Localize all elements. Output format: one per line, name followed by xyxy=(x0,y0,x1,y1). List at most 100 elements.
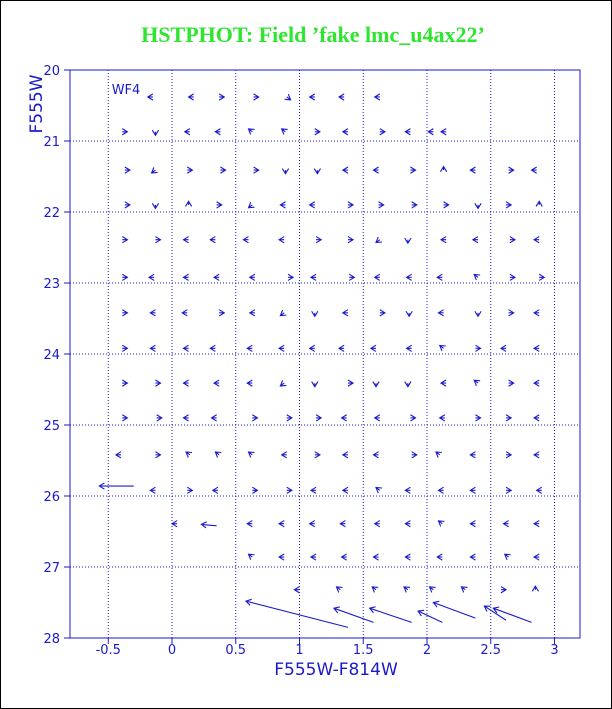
arrow xyxy=(538,273,546,281)
arrow xyxy=(471,236,479,244)
arrow xyxy=(280,451,288,459)
arrow xyxy=(278,344,285,352)
arrow xyxy=(150,167,158,174)
arrow xyxy=(246,379,253,387)
arrow xyxy=(483,605,507,621)
arrow xyxy=(214,451,222,458)
arrow xyxy=(247,553,255,560)
arrow xyxy=(121,273,129,281)
arrow xyxy=(427,128,434,136)
arrow xyxy=(121,128,129,136)
arrow xyxy=(533,236,540,244)
arrow xyxy=(436,273,443,281)
arrow xyxy=(475,414,482,422)
arrow xyxy=(436,553,443,561)
arrow xyxy=(533,344,540,352)
arrow xyxy=(341,486,349,494)
arrow xyxy=(252,486,259,494)
arrow xyxy=(313,168,321,175)
arrow xyxy=(469,451,476,459)
arrow xyxy=(216,201,223,209)
arrow xyxy=(248,309,256,317)
arrow xyxy=(287,273,295,281)
arrow xyxy=(469,166,476,174)
arrow xyxy=(533,309,540,317)
arrow xyxy=(347,201,355,209)
arrow xyxy=(437,486,444,494)
arrow xyxy=(309,553,317,561)
arrow xyxy=(505,486,513,494)
arrow xyxy=(373,273,381,281)
arrow xyxy=(218,93,226,101)
arrow xyxy=(347,379,355,387)
arrow xyxy=(474,203,482,210)
arrow xyxy=(247,128,255,135)
arrow xyxy=(404,553,411,561)
arrow xyxy=(311,310,319,318)
x-tick-label: 3 xyxy=(550,643,558,658)
arrow xyxy=(375,486,383,494)
arrow xyxy=(508,166,515,174)
y-tick-label: 23 xyxy=(43,277,60,292)
arrow xyxy=(214,128,221,136)
arrow xyxy=(469,520,476,528)
arrow xyxy=(314,128,321,136)
arrow xyxy=(405,310,413,318)
y-tick-label: 27 xyxy=(43,561,60,576)
arrow xyxy=(186,166,194,174)
arrow xyxy=(372,451,379,459)
arrow xyxy=(220,166,227,174)
arrow xyxy=(121,344,129,352)
arrow xyxy=(124,201,131,209)
arrow xyxy=(308,344,316,352)
arrow xyxy=(371,586,379,593)
arrow xyxy=(278,236,285,244)
arrow xyxy=(339,520,346,528)
arrow xyxy=(404,486,411,494)
arrow xyxy=(149,486,156,494)
x-axis-label: F555W-F814W xyxy=(274,660,398,680)
y-tick-label: 20 xyxy=(43,64,60,79)
y-tick-label: 21 xyxy=(43,135,60,150)
arrow xyxy=(315,414,323,422)
arrow xyxy=(432,600,476,619)
arrow xyxy=(308,93,316,101)
arrow xyxy=(183,128,191,136)
arrow xyxy=(405,273,413,281)
arrow xyxy=(121,379,129,387)
arrow xyxy=(373,520,381,528)
arrow xyxy=(443,201,450,209)
arrow xyxy=(373,93,381,101)
arrow xyxy=(182,273,189,281)
arrow xyxy=(404,520,411,528)
arrow xyxy=(341,451,349,459)
arrow xyxy=(315,236,323,244)
arrow xyxy=(121,414,129,422)
arrow xyxy=(293,586,300,594)
annotation: WF4 xyxy=(112,83,141,98)
arrow xyxy=(308,201,316,209)
arrow xyxy=(284,94,292,101)
arrow xyxy=(417,609,443,623)
arrow xyxy=(278,553,285,561)
arrow xyxy=(410,414,417,422)
arrow xyxy=(182,344,189,352)
arrow xyxy=(209,236,216,244)
arrow xyxy=(182,236,189,244)
arrow xyxy=(209,344,216,352)
arrow xyxy=(499,344,507,352)
arrow xyxy=(213,273,220,281)
arrow xyxy=(348,273,356,281)
arrow xyxy=(314,451,321,459)
x-tick-label: 0 xyxy=(168,643,176,658)
arrow xyxy=(308,520,316,528)
arrow xyxy=(437,309,444,317)
arrow xyxy=(474,310,482,318)
arrow xyxy=(460,586,468,593)
arrow xyxy=(533,451,540,459)
arrow xyxy=(375,236,383,244)
arrow xyxy=(186,486,194,494)
x-tick-label: -0.5 xyxy=(96,643,121,658)
arrow xyxy=(187,93,194,101)
